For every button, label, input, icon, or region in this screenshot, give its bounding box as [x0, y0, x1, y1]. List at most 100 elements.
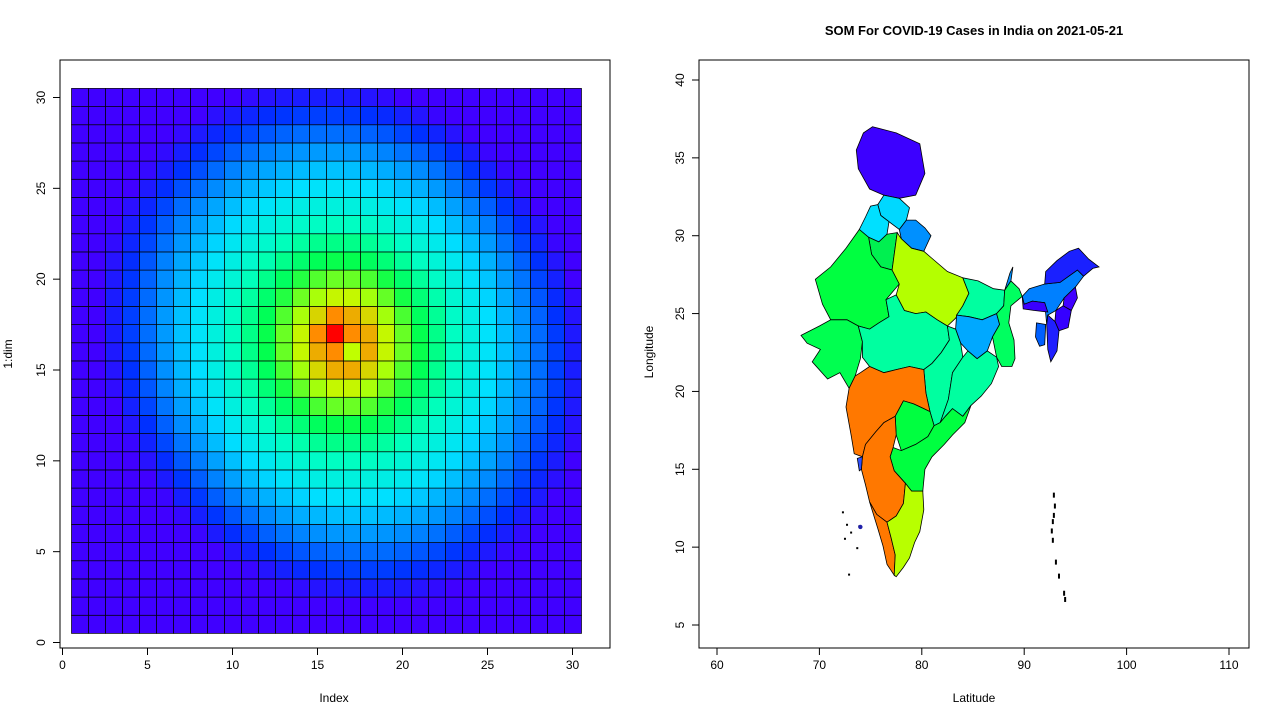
heatmap-cell — [71, 142, 89, 162]
map-y-tick-label: 15 — [673, 462, 687, 476]
heatmap-cell — [326, 614, 344, 634]
heatmap-cell — [479, 106, 497, 126]
heatmap-cell — [122, 487, 140, 507]
heatmap-cell — [71, 360, 89, 380]
heatmap-cell — [224, 433, 242, 453]
heatmap-cell — [71, 160, 89, 180]
heatmap-cell — [71, 560, 89, 580]
heatmap-cell — [292, 342, 310, 362]
heatmap-cell — [479, 360, 497, 380]
heatmap-cell — [530, 487, 548, 507]
heatmap-cell — [445, 487, 463, 507]
map-islands — [841, 492, 1067, 602]
heatmap-cell — [292, 614, 310, 634]
heatmap-cell — [445, 88, 463, 107]
heatmap-cell — [207, 396, 225, 416]
heatmap-cell — [428, 415, 446, 434]
heatmap-cell — [309, 106, 327, 126]
heatmap-cell — [275, 124, 293, 144]
heatmap-cell — [462, 451, 480, 471]
heatmap-cell — [258, 578, 276, 598]
heatmap-cell — [343, 578, 361, 598]
heatmap-cell — [530, 269, 548, 289]
heatmap-cell — [479, 342, 497, 362]
heatmap-cell — [513, 505, 531, 525]
map-x-tick-label: 90 — [1018, 658, 1032, 672]
heatmap-cell — [241, 433, 259, 453]
heatmap-cell — [530, 215, 548, 235]
heatmap-cell — [428, 560, 446, 580]
heatmap-cell — [122, 560, 140, 580]
heatmap-cell — [88, 233, 106, 253]
heatmap-cell — [241, 197, 259, 216]
heatmap-cell — [496, 505, 514, 525]
heatmap-cell — [156, 251, 174, 271]
heatmap-cell — [394, 306, 412, 325]
heatmap-cell — [428, 124, 446, 144]
heatmap-cell — [445, 287, 463, 307]
heatmap-cell — [105, 124, 123, 144]
heatmap-cell — [122, 578, 140, 598]
heatmap-cell — [309, 487, 327, 507]
heatmap-cell — [275, 142, 293, 162]
heatmap-cell — [88, 124, 106, 144]
heatmap-cell — [224, 542, 242, 562]
heatmap-cell — [275, 197, 293, 216]
heatmap-cell — [360, 306, 378, 325]
heatmap-cell — [377, 324, 395, 344]
heatmap-cell — [71, 269, 89, 289]
heatmap-cell — [479, 142, 497, 162]
heatmap-cell — [377, 487, 395, 507]
heatmap-cell — [496, 142, 514, 162]
heatmap-cell — [88, 415, 106, 434]
heatmap-cell — [428, 524, 446, 543]
heatmap-cell — [513, 542, 531, 562]
heatmap-cell — [530, 596, 548, 616]
heatmap-cell — [224, 197, 242, 216]
map-y-tick-label: 5 — [673, 621, 687, 628]
heatmap-x-tick-label: 10 — [226, 658, 240, 672]
heatmap-cell — [530, 197, 548, 216]
heatmap-cell — [258, 451, 276, 471]
heatmap-cell — [462, 178, 480, 198]
heatmap-cell — [547, 469, 565, 489]
heatmap-cell — [122, 124, 140, 144]
heatmap-cell — [258, 88, 276, 107]
heatmap-cell — [377, 106, 395, 126]
map-region — [1062, 286, 1078, 312]
heatmap-cell — [88, 142, 106, 162]
heatmap-cell — [462, 160, 480, 180]
heatmap-cell — [445, 142, 463, 162]
island-mark — [846, 523, 849, 526]
heatmap-cell — [394, 578, 412, 598]
heatmap-cell — [564, 542, 582, 562]
heatmap-cell — [547, 360, 565, 380]
heatmap-cell — [564, 88, 582, 107]
heatmap-cell — [258, 197, 276, 216]
heatmap-cell — [513, 596, 531, 616]
heatmap-cell — [564, 524, 582, 543]
heatmap-cell — [309, 251, 327, 271]
heatmap-cell — [496, 487, 514, 507]
heatmap-y-tick-label: 0 — [34, 639, 48, 646]
heatmap-cell — [292, 178, 310, 198]
heatmap-cell — [428, 106, 446, 126]
map-region — [889, 405, 972, 492]
heatmap-hot-cell — [309, 324, 327, 344]
heatmap-cell — [428, 487, 446, 507]
heatmap-cell — [428, 378, 446, 398]
heatmap-cell — [156, 451, 174, 471]
heatmap-cell — [547, 88, 565, 107]
heatmap-cell — [190, 88, 208, 107]
heatmap-cell — [275, 487, 293, 507]
heatmap-cell — [564, 342, 582, 362]
heatmap-cell — [105, 160, 123, 180]
map-region — [886, 482, 925, 578]
heatmap-cell — [343, 269, 361, 289]
heatmap-cell — [105, 505, 123, 525]
heatmap-cell — [292, 233, 310, 253]
heatmap-cell — [275, 578, 293, 598]
heatmap-cell — [122, 415, 140, 434]
heatmap-cell — [292, 505, 310, 525]
heatmap-cell — [258, 324, 276, 344]
